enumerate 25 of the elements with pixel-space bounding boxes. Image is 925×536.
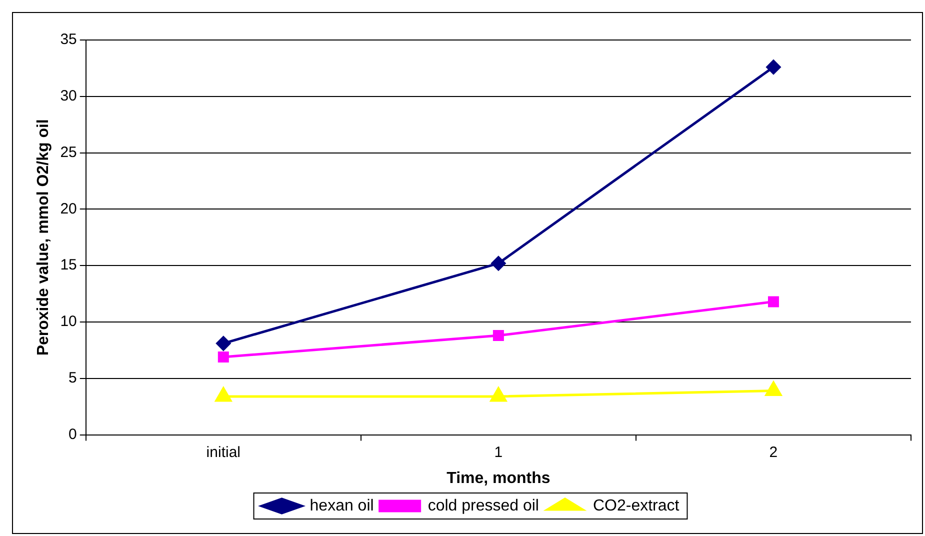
x-axis-title: Time, months: [446, 470, 550, 487]
point: [492, 330, 504, 342]
point: [216, 336, 231, 351]
point: [490, 387, 507, 402]
x-tick-label: 2: [769, 444, 778, 461]
y-tick-label: 15: [60, 256, 77, 274]
y-axis-title: Peroxide value, mmol O2/kg oil: [35, 119, 52, 356]
point: [215, 387, 232, 402]
point: [765, 382, 782, 396]
y-tick-label: 20: [60, 200, 77, 218]
x-tick-label: 1: [494, 444, 503, 461]
legend-label: cold pressed oil: [428, 497, 539, 514]
legend-label: hexan oil: [310, 497, 374, 514]
point: [491, 256, 506, 271]
y-tick-label: 0: [68, 426, 77, 443]
y-tick-label: 35: [60, 31, 77, 48]
point: [218, 351, 229, 362]
point: [768, 296, 779, 308]
point: [766, 60, 781, 74]
y-tick-label: 10: [60, 313, 77, 330]
legend-label: CO2-extract: [592, 497, 680, 514]
y-tick-label: 25: [60, 144, 77, 161]
x-tick-label: initial: [206, 444, 240, 461]
y-tick-label: 5: [68, 370, 77, 387]
y-tick-label: 30: [60, 88, 77, 105]
